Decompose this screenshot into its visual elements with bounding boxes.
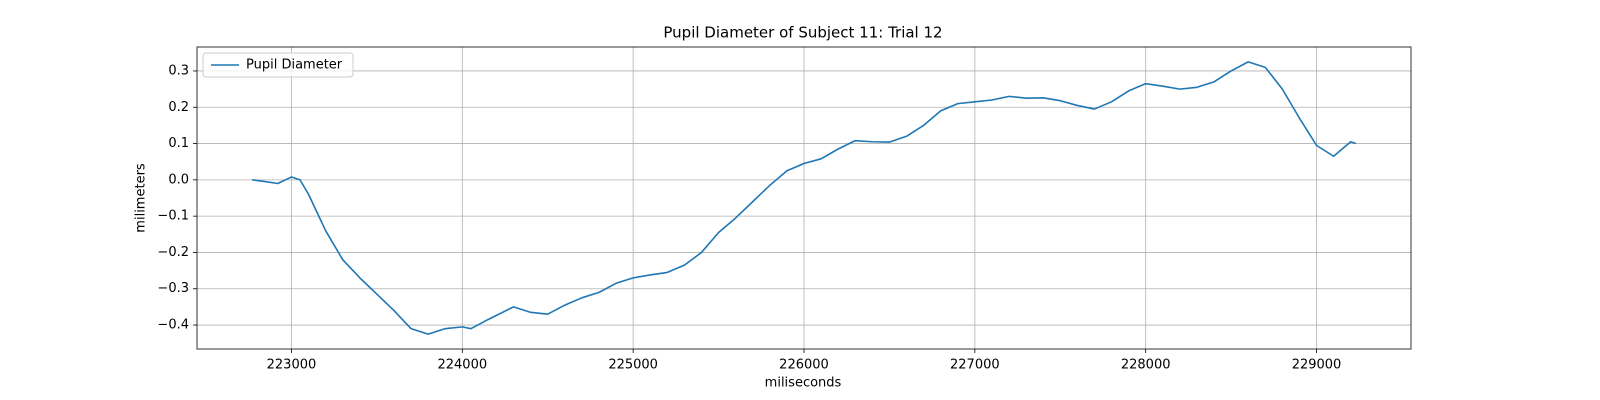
x-tick-label: 227000 <box>950 358 1000 373</box>
chart-title: Pupil Diameter of Subject 11: Trial 12 <box>663 24 942 42</box>
y-tick-label: 0.2 <box>168 100 189 115</box>
x-tick-label: 226000 <box>779 358 829 373</box>
legend-box <box>202 52 354 78</box>
data-line <box>252 61 1357 335</box>
y-tick-label: −0.2 <box>157 245 189 260</box>
x-tick-label: 228000 <box>1121 358 1171 373</box>
x-tick-label: 229000 <box>1292 358 1342 373</box>
x-tick-label: 225000 <box>608 358 658 373</box>
y-tick-label: 0.0 <box>168 172 189 187</box>
x-tick-label: 223000 <box>267 358 317 373</box>
y-tick-label: 0.1 <box>168 136 189 151</box>
x-axis-label: miliseconds <box>765 376 842 391</box>
y-tick-label: −0.1 <box>157 209 189 224</box>
y-tick-label: −0.4 <box>157 318 189 333</box>
y-tick-label: −0.3 <box>157 281 189 296</box>
plot-frame <box>196 46 1412 350</box>
y-tick-label: 0.3 <box>168 63 189 78</box>
legend-label: Pupil Diameter <box>246 58 343 73</box>
x-tick-label: 224000 <box>437 358 487 373</box>
y-axis-label: milimeters <box>134 163 149 233</box>
